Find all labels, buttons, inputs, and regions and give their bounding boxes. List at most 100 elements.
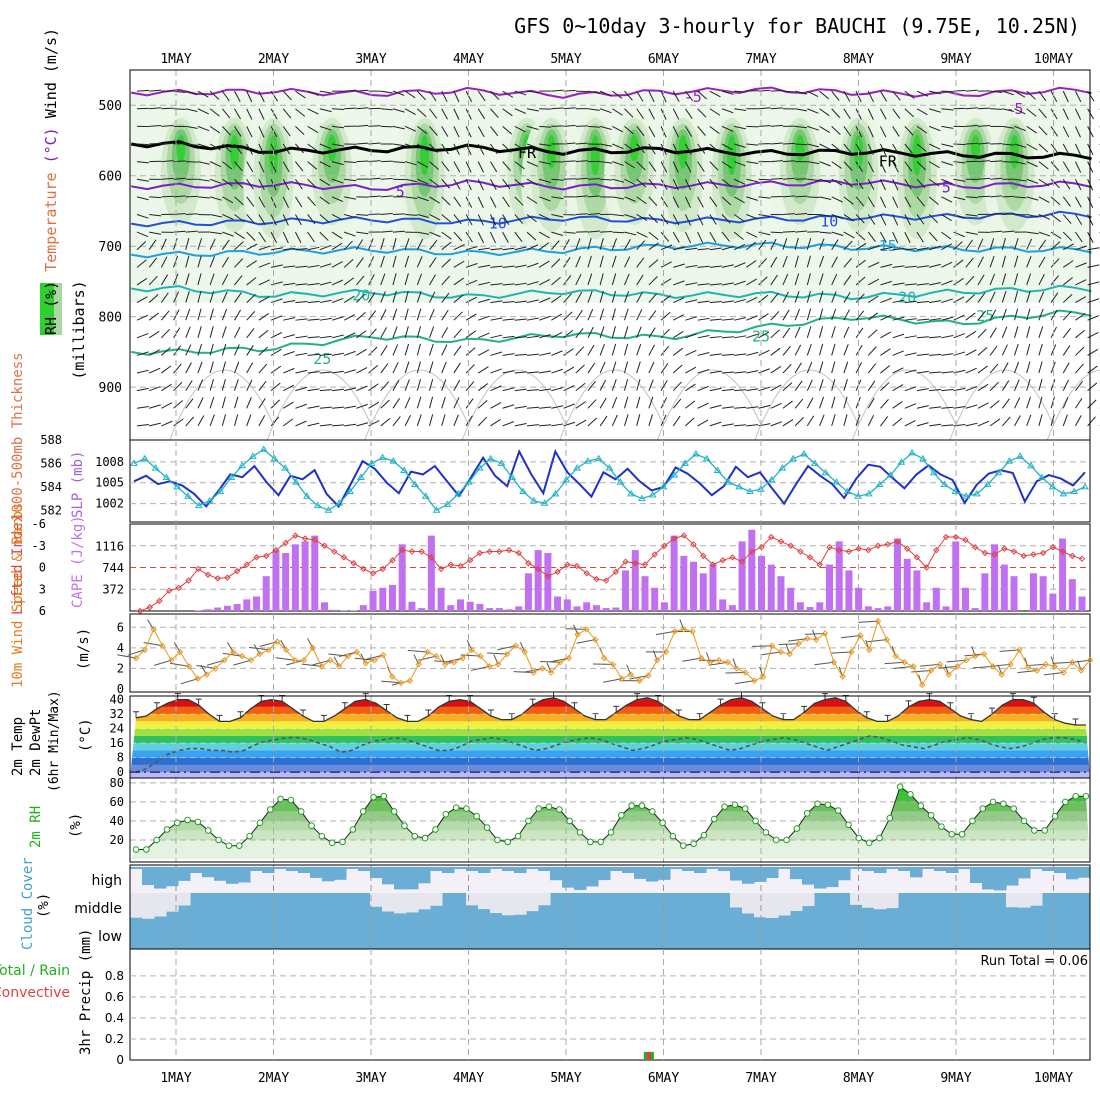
wind-speed-point [1033,667,1041,674]
wind-barb [1087,399,1097,409]
cape-bar [272,550,280,611]
wind-barb [136,351,149,356]
cape-bar [796,602,804,611]
precip-tick: 0.8 [105,969,124,983]
wind-barb [344,405,357,409]
wind-speed-point [397,679,405,687]
wind-barb [672,381,682,392]
wind-barb [526,389,539,392]
wind-barb [672,90,680,102]
wind-barb [599,238,604,250]
wind-barb [368,383,379,392]
wind-speed-point [671,628,679,635]
wind-barb [648,310,657,321]
cloud-level-label: low [98,929,122,945]
wind-barb [283,384,295,392]
wind-speed-point [901,659,908,666]
rh-point [246,832,253,840]
wind-speed-point [468,646,475,654]
wind-barb [685,366,697,374]
wind-barb [721,336,734,339]
wind-barb [490,317,503,321]
wind-barb [990,90,1003,93]
wind-barb [246,345,254,356]
rh-point [845,821,852,829]
thickness-point [173,482,182,490]
wind-barb [392,255,397,268]
thickness-point [919,454,927,462]
wind-barb [441,196,451,206]
wind-barb [441,292,450,303]
mid-cloud-gap [862,893,875,908]
thickness-point [983,480,992,488]
wind-barb [270,298,283,304]
wind-barb [502,353,515,356]
wind-barb [270,143,277,155]
wind-speed-point [795,640,802,647]
cape-bar [903,558,911,611]
wind-barb [660,362,669,374]
li-point [214,575,221,582]
wind-barb [417,125,428,135]
cape-bar [330,609,338,611]
thickness-point [573,464,581,471]
wind-barb [1038,143,1049,153]
isotherm-label: 15 [879,237,897,255]
cape-bar [1078,596,1086,611]
high-cloud [238,867,251,883]
wind-barb [514,246,527,251]
li-tick: 3 [39,582,46,596]
high-cloud [598,867,611,881]
li-tick: 0 [39,561,46,575]
wind-barb [404,273,409,286]
cape-bar [622,570,630,611]
wind-barb [929,423,942,427]
wind-barb [880,348,891,356]
wind-barb [295,335,308,339]
wind-barb [380,363,389,374]
wind-barb [221,256,229,268]
wind-barb [612,161,624,166]
wind-barb [551,405,564,409]
cape-bar [340,610,348,611]
wind-barb [782,291,789,303]
thickness-point [886,471,895,478]
wind-barb [831,396,836,409]
wind-barb [880,382,890,392]
mid-cloud-gap [790,893,803,912]
wind-barb [953,259,964,268]
wind-barb [734,335,747,339]
wind-barb [210,231,223,235]
thickness-point [1027,461,1035,469]
wind-speed-point [132,654,140,662]
cape-bar [583,602,591,611]
thickness-point [1016,452,1025,459]
wind-barb [490,334,503,339]
cape-bar [981,573,989,611]
wind-barb [599,108,612,114]
wind-barb [441,214,452,223]
rh-point [174,819,181,827]
wind-barb [344,196,357,200]
wind-barb [221,378,226,391]
wind-barb [502,161,511,171]
wind-barb [197,290,202,303]
wind-barb [161,328,171,339]
wind-barb [599,415,608,427]
wind-barb [258,380,267,391]
wind-speed-point [247,656,255,664]
temp-band [130,721,1090,729]
li-point [233,567,241,575]
rh-point [349,826,357,833]
cape-bar [408,601,416,611]
wind-barb [904,335,917,339]
wind-barb [575,213,588,215]
mid-cloud-gap [514,893,527,915]
wind-barb [258,279,270,286]
wind-barb [477,161,484,173]
wind-barb [344,213,356,219]
wind-barb [1001,290,1007,303]
thickness-point [702,454,711,462]
wind-barb [758,276,768,286]
